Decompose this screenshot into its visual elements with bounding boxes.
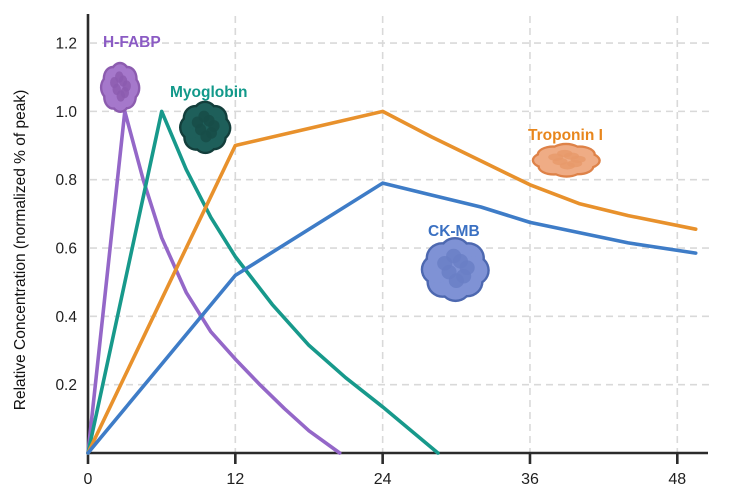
series-line-myoglobin	[86, 109, 440, 455]
y-tick-label: 1.0	[55, 104, 77, 121]
protein-blobs	[99, 61, 601, 303]
protein-blob-h-fabp-icon	[99, 61, 141, 113]
series-labels: H-FABP Myoglobin Troponin I CK-MB	[103, 34, 603, 240]
series-label-myoglobin: Myoglobin	[170, 84, 248, 101]
x-tick-labels: 0 12 24 36 48	[84, 471, 687, 488]
series-label-troponin-i: Troponin I	[528, 127, 603, 144]
y-tick-label: 0.2	[55, 377, 77, 394]
x-tick-label: 48	[668, 471, 686, 488]
blob-patch	[200, 130, 212, 143]
blob-patch	[116, 90, 125, 102]
blob-patch	[448, 273, 464, 288]
blob-patch	[110, 77, 119, 89]
blob-patch	[437, 256, 453, 271]
gridlines	[90, 16, 712, 452]
protein-blob-myoglobin-icon	[179, 100, 232, 155]
axes	[86, 14, 708, 464]
x-tick-label: 12	[226, 471, 244, 488]
y-tick-label: 0.4	[55, 309, 77, 326]
y-tick-label: 1.2	[55, 36, 77, 53]
protein-blob-troponin-i-icon	[531, 142, 601, 178]
blob-patch	[191, 116, 203, 129]
protein-blob-ck-mb-icon	[420, 236, 490, 303]
blob-patch	[459, 260, 475, 275]
blob-patch	[559, 162, 575, 170]
blob-patch	[208, 120, 220, 132]
y-tick-label: 0.8	[55, 172, 77, 189]
x-tick-label: 36	[521, 471, 539, 488]
y-axis-title: Relative Concentration (normalized % of …	[12, 90, 29, 411]
blob-patch	[122, 80, 131, 92]
series-label-ck-mb: CK-MB	[428, 223, 480, 240]
series-line-troponin-i	[86, 109, 698, 455]
y-tick-label: 0.6	[55, 241, 77, 258]
series-line-h-fabp	[86, 109, 342, 455]
y-tick-labels: 0.2 0.4 0.6 0.8 1.0 1.2	[55, 36, 77, 395]
blob-patch	[548, 153, 564, 161]
x-tick-label: 0	[84, 471, 93, 488]
x-tick-label: 24	[374, 471, 392, 488]
series-label-h-fabp: H-FABP	[103, 34, 161, 51]
series-lines	[86, 109, 698, 455]
series-line-ck-mb	[86, 181, 698, 455]
blob-patch	[570, 155, 586, 163]
